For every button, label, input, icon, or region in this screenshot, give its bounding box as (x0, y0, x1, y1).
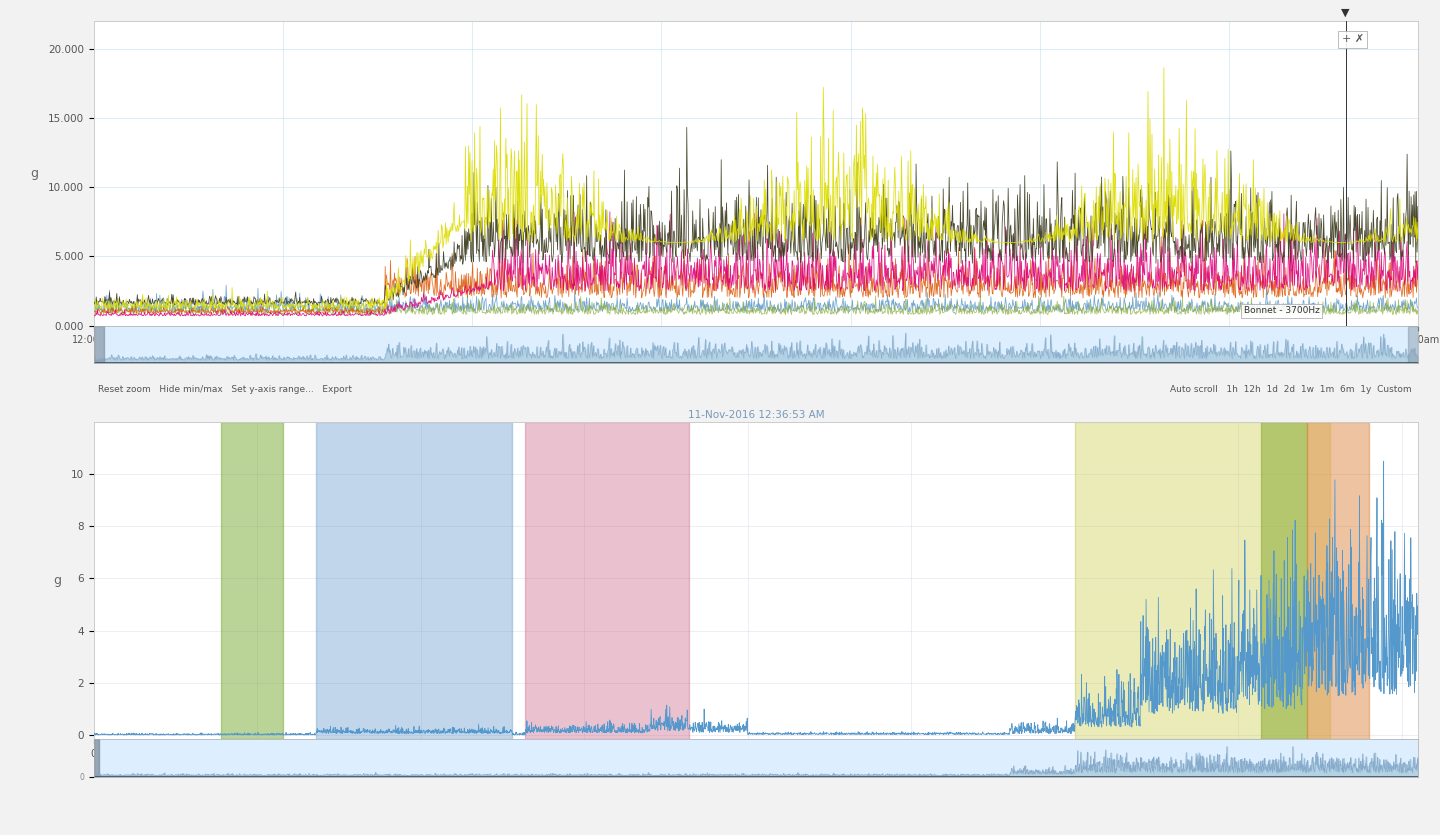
Bar (526, 422, 688, 739)
Text: + ✗: + ✗ (1342, 34, 1364, 44)
Y-axis label: g: g (53, 574, 60, 587)
Bar (1074, 422, 1331, 739)
Text: Bonnet - 3700Hz: Bonnet - 3700Hz (1244, 306, 1319, 316)
Title: 11-Nov-2016 12:36:53 AM: 11-Nov-2016 12:36:53 AM (688, 409, 824, 419)
Bar (315, 422, 513, 739)
Bar (1408, 326, 1418, 363)
Bar (94, 326, 104, 363)
Text: Reset zoom   Hide min/max   Set y-axis range...   Export: Reset zoom Hide min/max Set y-axis range… (98, 385, 351, 394)
Bar (1261, 422, 1308, 739)
Text: Auto scroll   1h  12h  1d  2d  1w  1m  6m  1y  Custom: Auto scroll 1h 12h 1d 2d 1w 1m 6m 1y Cus… (1169, 385, 1411, 394)
Bar (222, 422, 284, 739)
Bar (94, 739, 98, 777)
Text: ▼: ▼ (1341, 8, 1349, 18)
Y-axis label: g: g (30, 167, 37, 180)
Bar (1308, 422, 1369, 739)
